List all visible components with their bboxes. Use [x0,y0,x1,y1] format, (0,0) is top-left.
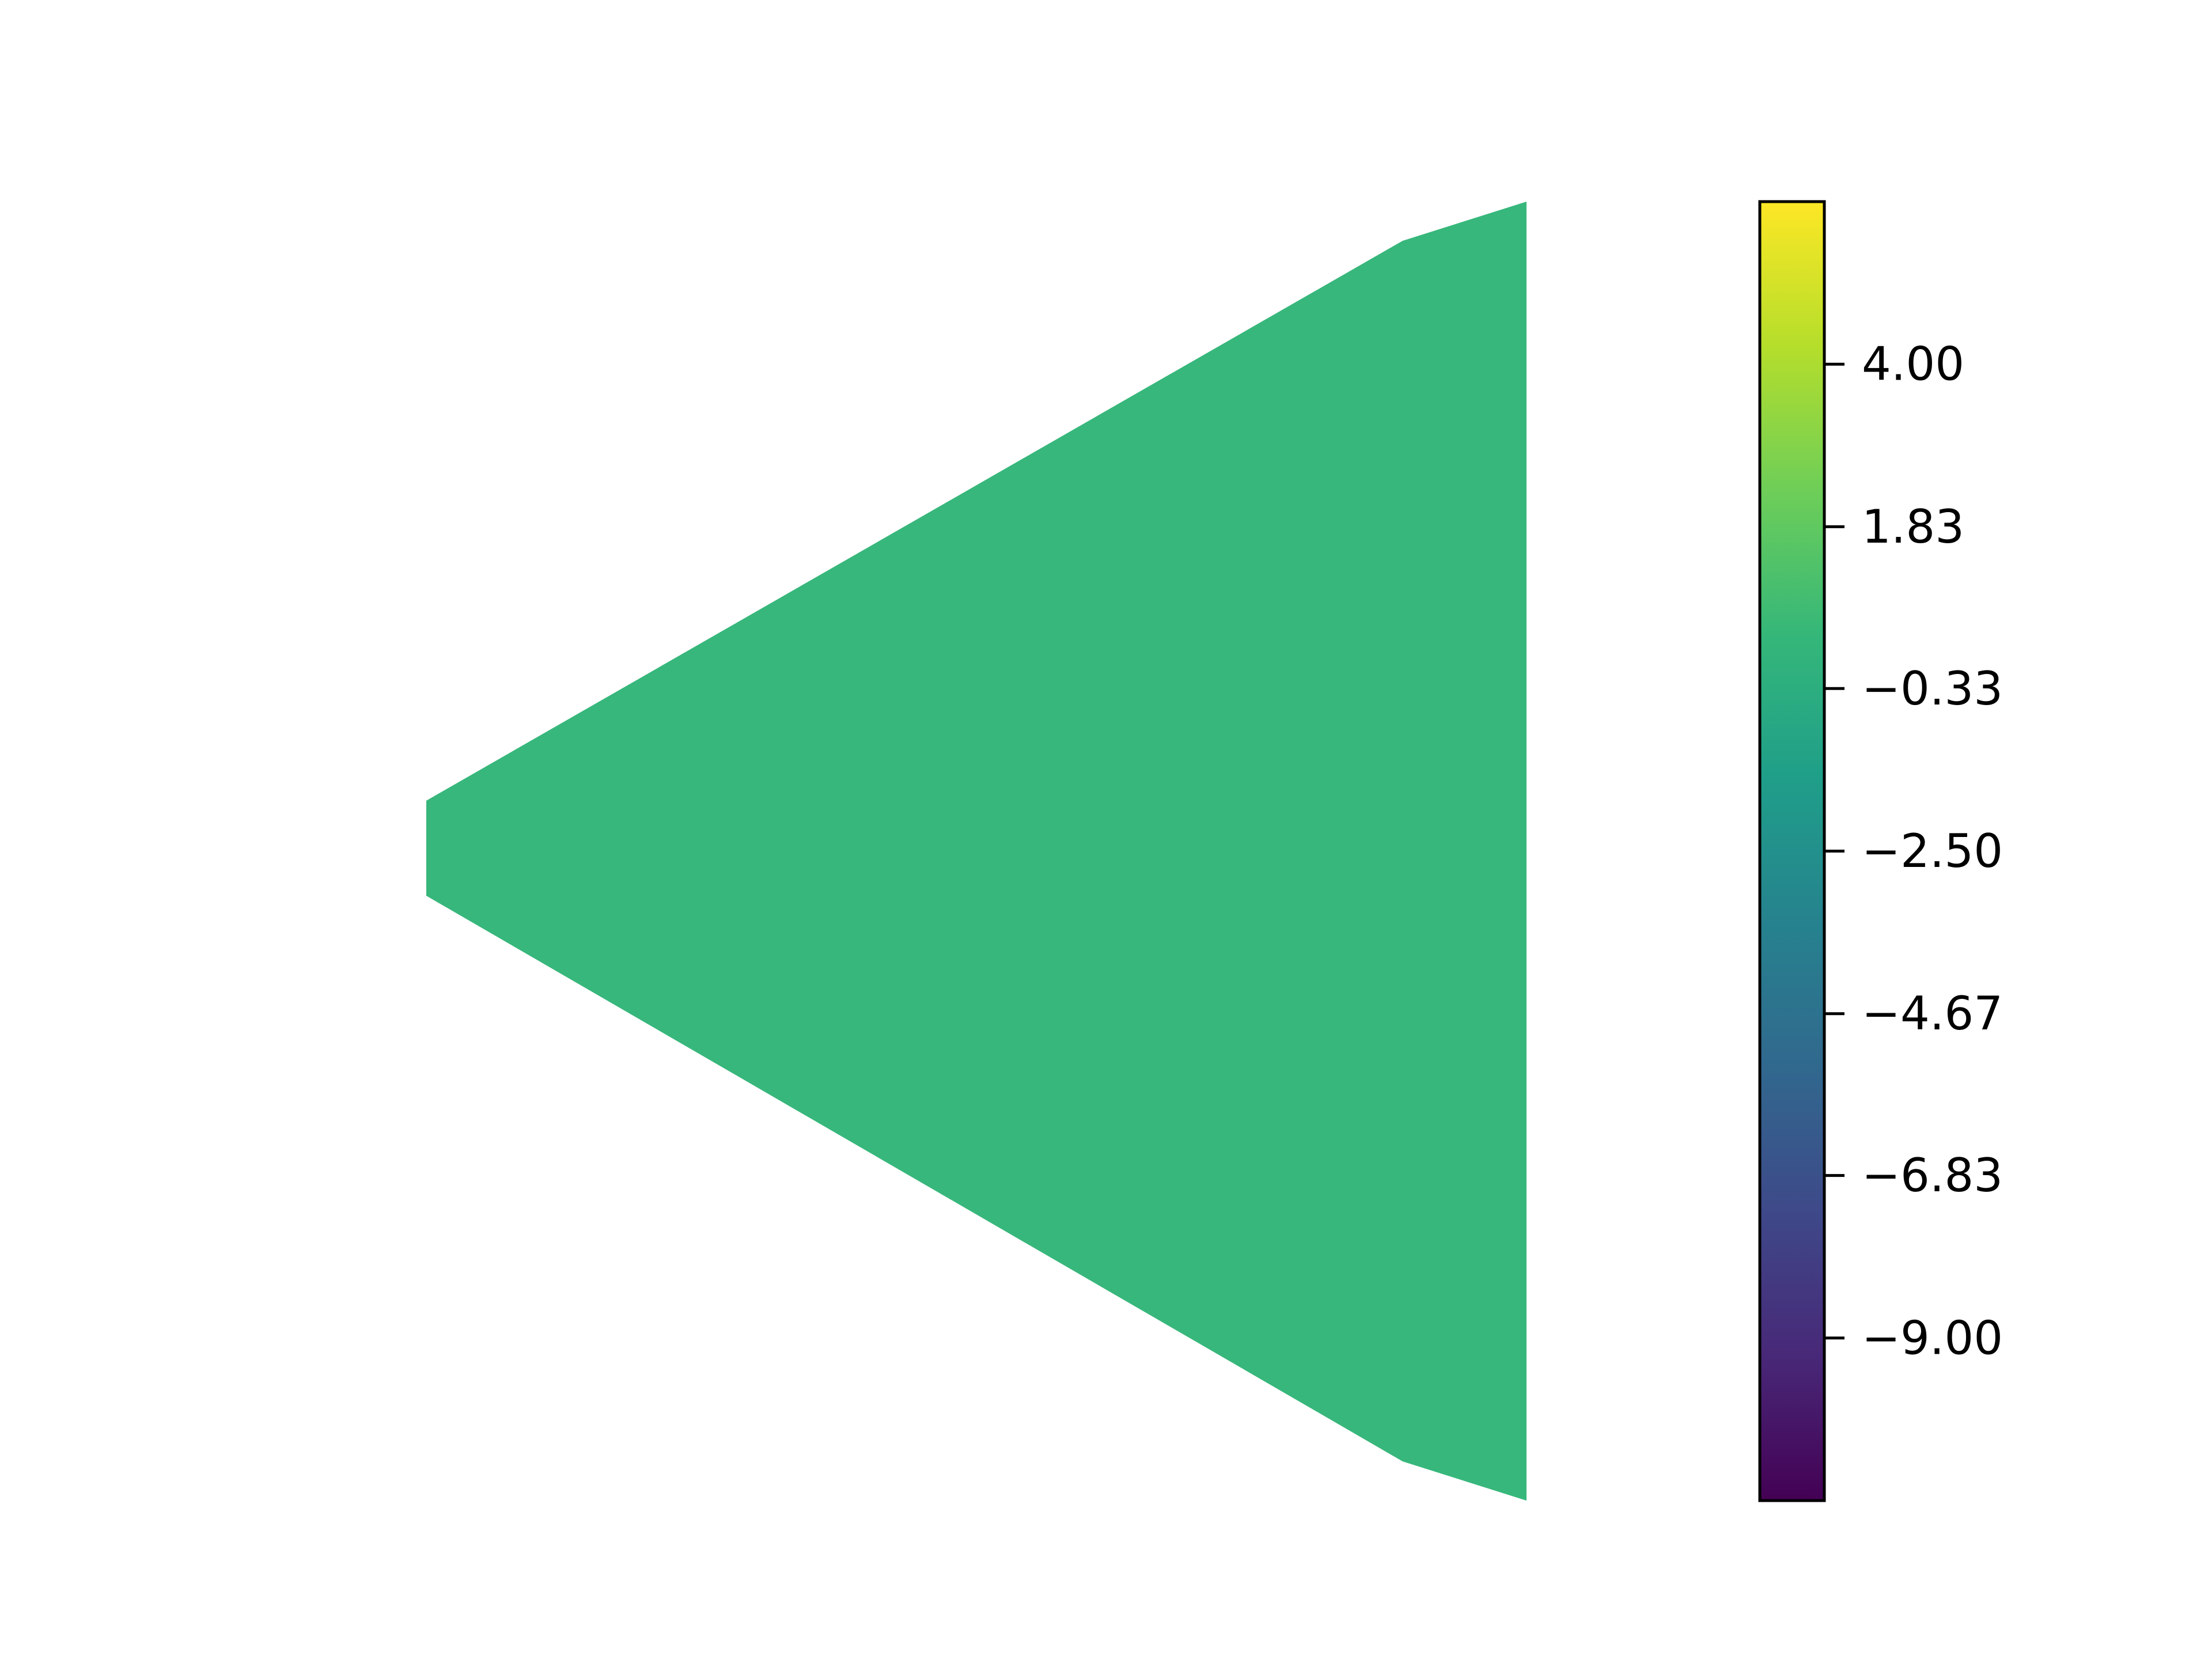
colorbar-gradient [1760,202,1824,1501]
field-polygon [426,202,1527,1501]
colorbar-tick-label: −4.67 [1862,987,2003,1040]
colorbar-tick-label: −9.00 [1862,1311,2003,1365]
plot-area [426,202,1527,1501]
colorbar-tick-label: 1.83 [1862,500,1964,554]
colorbar-tick-label: 4.00 [1862,338,1964,391]
colorbar-tick-label: −6.83 [1862,1149,2003,1202]
colorbar: 4.00 1.83 −0.33 −2.50 −4.67 −6.83 −9.00 [1758,200,2003,1502]
colorbar-tick-label: −0.33 [1862,662,2003,715]
colorbar-ticks: 4.00 1.83 −0.33 −2.50 −4.67 −6.83 −9.00 [1824,338,2003,1365]
colorbar-tick-label: −2.50 [1862,824,2003,878]
